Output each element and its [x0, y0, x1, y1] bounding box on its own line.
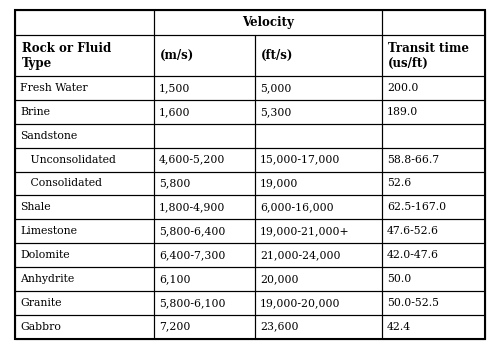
Text: 5,800-6,400: 5,800-6,400 — [159, 226, 226, 236]
Bar — [154, 219, 254, 243]
Bar — [254, 35, 382, 76]
Bar — [154, 10, 382, 35]
Bar — [382, 195, 485, 219]
Bar — [254, 171, 382, 195]
Text: 7,200: 7,200 — [159, 321, 190, 332]
Bar — [15, 195, 154, 219]
Bar — [254, 219, 382, 243]
Bar — [15, 10, 154, 35]
Text: Sandstone: Sandstone — [20, 131, 78, 141]
Text: 1,600: 1,600 — [159, 107, 190, 117]
Bar — [254, 124, 382, 148]
Text: 19,000: 19,000 — [260, 178, 298, 188]
Text: 62.5-167.0: 62.5-167.0 — [387, 202, 446, 212]
Bar — [254, 267, 382, 291]
Text: Rock or Fluid
Type: Rock or Fluid Type — [22, 42, 111, 69]
Text: 5,800-6,100: 5,800-6,100 — [159, 298, 226, 308]
Text: 42.4: 42.4 — [387, 321, 411, 332]
Text: 58.8-66.7: 58.8-66.7 — [387, 155, 439, 165]
Bar — [382, 171, 485, 195]
Bar — [154, 243, 254, 267]
Bar — [154, 76, 254, 100]
Text: 189.0: 189.0 — [387, 107, 418, 117]
Text: 19,000-21,000+: 19,000-21,000+ — [260, 226, 350, 236]
Bar — [382, 100, 485, 124]
Text: Fresh Water: Fresh Water — [20, 83, 88, 93]
Text: 200.0: 200.0 — [387, 83, 418, 93]
Bar — [254, 315, 382, 339]
Bar — [15, 267, 154, 291]
Bar — [254, 243, 382, 267]
Bar — [15, 76, 154, 100]
Text: Velocity: Velocity — [242, 16, 294, 29]
Text: Limestone: Limestone — [20, 226, 78, 236]
Bar — [382, 124, 485, 148]
Bar — [154, 100, 254, 124]
Bar — [154, 148, 254, 171]
Text: 20,000: 20,000 — [260, 274, 298, 284]
Bar — [154, 195, 254, 219]
Bar — [15, 243, 154, 267]
Text: 5,000: 5,000 — [260, 83, 292, 93]
Text: 47.6-52.6: 47.6-52.6 — [387, 226, 439, 236]
Bar — [15, 124, 154, 148]
Text: 42.0-47.6: 42.0-47.6 — [387, 250, 439, 260]
Bar — [254, 76, 382, 100]
Bar — [15, 148, 154, 171]
Bar — [382, 35, 485, 76]
Text: 23,600: 23,600 — [260, 321, 298, 332]
Text: 1,800-4,900: 1,800-4,900 — [159, 202, 226, 212]
Text: 50.0: 50.0 — [387, 274, 411, 284]
Text: Gabbro: Gabbro — [20, 321, 61, 332]
Bar — [382, 243, 485, 267]
Text: (ft/s): (ft/s) — [261, 49, 294, 62]
Text: 6,100: 6,100 — [159, 274, 190, 284]
Text: Consolidated: Consolidated — [20, 178, 102, 188]
Bar — [15, 219, 154, 243]
Bar — [382, 10, 485, 35]
Bar — [382, 148, 485, 171]
Bar — [154, 35, 254, 76]
Bar — [15, 171, 154, 195]
Bar — [254, 291, 382, 315]
Text: 52.6: 52.6 — [387, 178, 411, 188]
Text: 19,000-20,000: 19,000-20,000 — [260, 298, 340, 308]
Text: Transit time
(us/ft): Transit time (us/ft) — [388, 42, 469, 69]
Bar — [154, 171, 254, 195]
Text: 15,000-17,000: 15,000-17,000 — [260, 155, 340, 165]
Text: Dolomite: Dolomite — [20, 250, 70, 260]
Bar — [154, 124, 254, 148]
Bar — [382, 76, 485, 100]
Bar — [15, 315, 154, 339]
Text: Shale: Shale — [20, 202, 51, 212]
Text: 6,400-7,300: 6,400-7,300 — [159, 250, 226, 260]
Text: 21,000-24,000: 21,000-24,000 — [260, 250, 340, 260]
Bar — [15, 35, 154, 76]
Bar — [154, 267, 254, 291]
Text: 5,800: 5,800 — [159, 178, 190, 188]
Text: 5,300: 5,300 — [260, 107, 292, 117]
Bar — [15, 100, 154, 124]
Text: Unconsolidated: Unconsolidated — [20, 155, 116, 165]
Bar — [154, 291, 254, 315]
Text: (m/s): (m/s) — [160, 49, 194, 62]
Text: 4,600-5,200: 4,600-5,200 — [159, 155, 226, 165]
Text: Anhydrite: Anhydrite — [20, 274, 75, 284]
Bar — [382, 219, 485, 243]
Text: Granite: Granite — [20, 298, 62, 308]
Text: 50.0-52.5: 50.0-52.5 — [387, 298, 439, 308]
Bar — [154, 315, 254, 339]
Bar — [254, 195, 382, 219]
Bar — [254, 148, 382, 171]
Bar — [254, 100, 382, 124]
Bar — [382, 291, 485, 315]
Bar — [382, 267, 485, 291]
Text: 6,000-16,000: 6,000-16,000 — [260, 202, 334, 212]
Text: Brine: Brine — [20, 107, 50, 117]
Text: 1,500: 1,500 — [159, 83, 190, 93]
Bar — [382, 315, 485, 339]
Bar — [15, 291, 154, 315]
